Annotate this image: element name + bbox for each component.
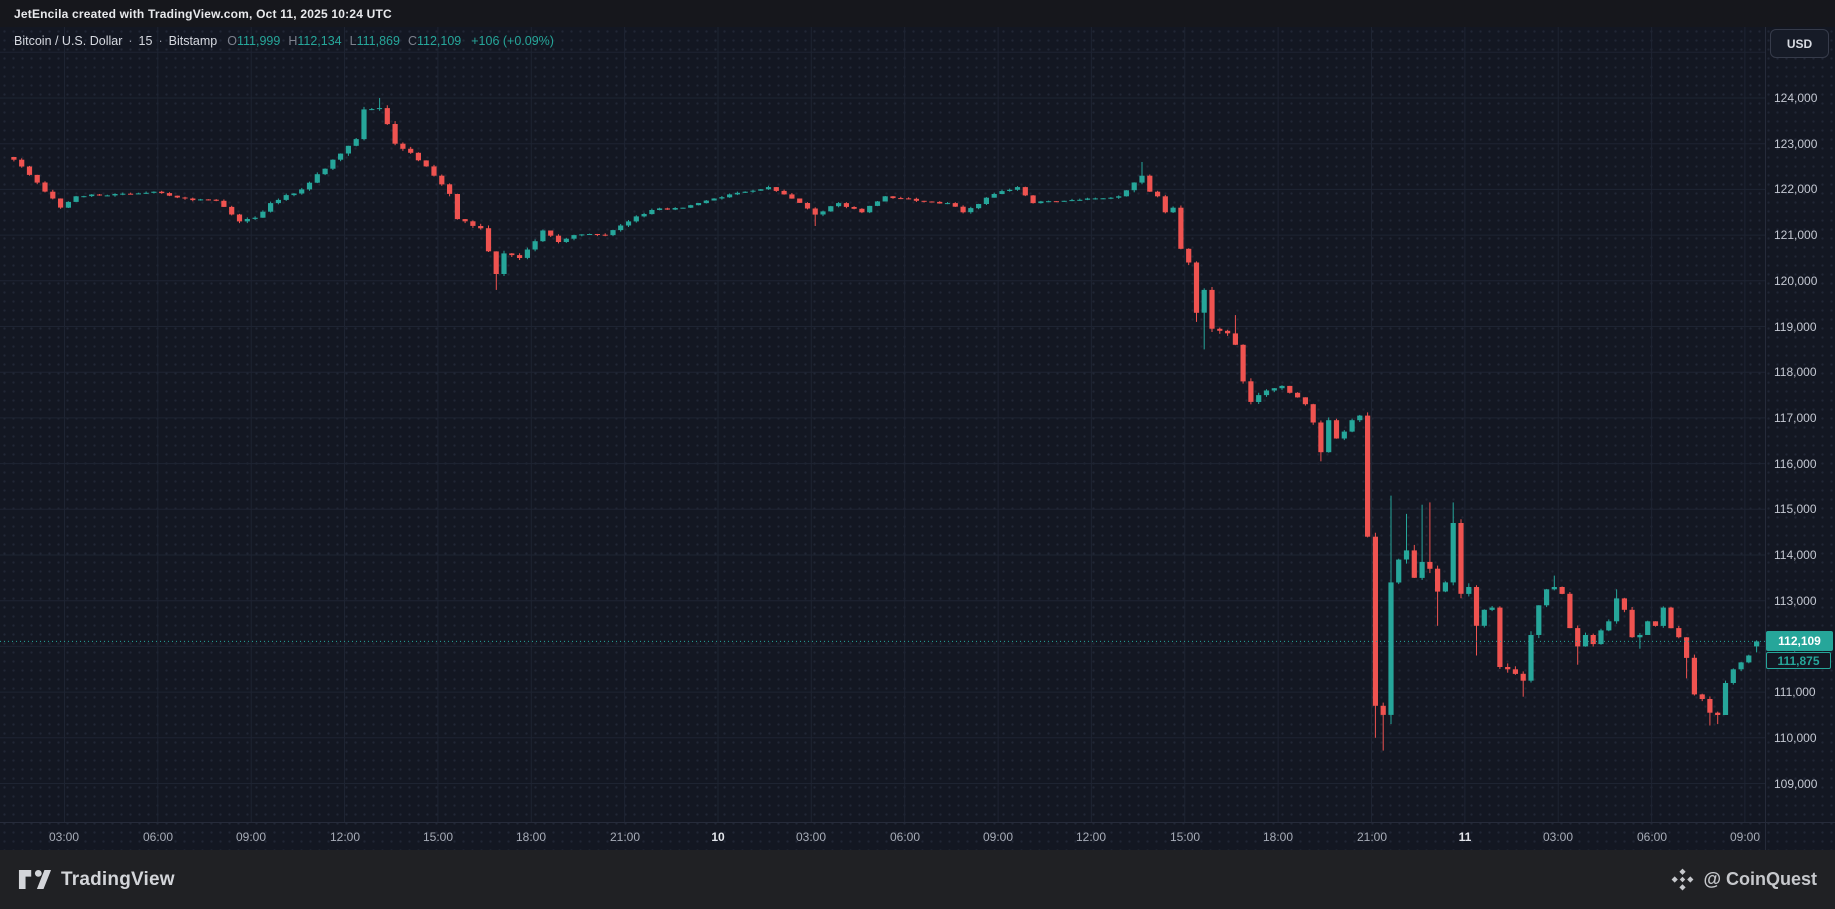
y-axis-tick: 124,000 [1774, 91, 1818, 105]
chart-background-texture [0, 27, 1835, 850]
x-axis-time-tick: 12:00 [1075, 830, 1107, 844]
x-axis-time-tick: 21:00 [609, 830, 641, 844]
ohlc-value: 111,999 [237, 34, 281, 48]
ohlc-item: O111,999 [227, 34, 280, 48]
x-axis-time-tick: 06:00 [889, 830, 921, 844]
snapshot-title: JetEncila created with TradingView.com, … [14, 6, 392, 21]
ohlc-label: H [288, 34, 298, 48]
change-value: +106 (+0.09%) [471, 34, 554, 48]
x-axis-time-tick: 06:00 [142, 830, 174, 844]
x-axis-time-tick: 03:00 [795, 830, 827, 844]
y-axis-tick: 110,000 [1774, 731, 1817, 745]
y-axis-tick: 115,000 [1774, 502, 1817, 516]
y-axis-tick: 111,000 [1774, 685, 1816, 699]
interval-label[interactable]: 15 [138, 34, 153, 48]
x-axis-time-tick: 09:00 [982, 830, 1014, 844]
ohlc-label: L [349, 34, 357, 48]
ohlc-value: 111,869 [356, 34, 400, 48]
footer-bar: TradingView @ CoinQuest [0, 850, 1835, 909]
y-axis-tick: 123,000 [1774, 137, 1818, 151]
x-axis-date-tick: 10 [711, 830, 725, 844]
tradingview-wordmark: TradingView [61, 868, 175, 890]
x-axis-time-tick: 12:00 [329, 830, 361, 844]
x-axis-time-tick: 03:00 [48, 830, 80, 844]
ohlc-label: C [407, 34, 417, 48]
tradingview-brand-link[interactable]: TradingView [18, 869, 175, 891]
x-axis-time-tick: 06:00 [1636, 830, 1668, 844]
y-axis-tick: 121,000 [1774, 228, 1818, 242]
y-axis-tick: 116,000 [1774, 457, 1817, 471]
price-axis[interactable]: 124,000 123,000 122,000 121,000 120,000 119,0… [1765, 27, 1835, 850]
last-price-badge: 112,109 [1766, 631, 1833, 651]
x-axis-time-tick: 21:00 [1356, 830, 1388, 844]
ohlc-value: 112,134 [297, 34, 342, 48]
currency-toggle-button[interactable]: USD [1770, 29, 1829, 58]
y-axis-tick: 119,000 [1774, 320, 1817, 334]
x-axis-time-tick: 18:00 [1262, 830, 1294, 844]
y-axis-tick: 109,000 [1774, 777, 1818, 791]
y-axis-tick: 122,000 [1774, 182, 1818, 196]
x-axis-time-tick: 18:00 [515, 830, 547, 844]
x-axis-time-tick: 09:00 [235, 830, 267, 844]
candles [11, 98, 1760, 751]
tradingview-logo-icon [18, 869, 52, 889]
ohlc-item: H112,134 [288, 34, 341, 48]
secondary-price-badge: 111,875 [1766, 652, 1831, 669]
legend-separator: · [128, 34, 133, 48]
watermark-link[interactable]: @ CoinQuest [1670, 867, 1817, 892]
symbol-name[interactable]: Bitcoin / U.S. Dollar [14, 34, 123, 48]
y-axis-tick: 113,000 [1774, 594, 1817, 608]
grid-lines [0, 27, 1765, 822]
y-axis-tick: 117,000 [1774, 411, 1817, 425]
ohlc-label: O [227, 34, 237, 48]
symbol-legend[interactable]: Bitcoin / U.S. Dollar · 15 · Bitstamp O1… [14, 31, 554, 51]
y-axis-tick: 114,000 [1774, 548, 1817, 562]
watermark-text: @ CoinQuest [1703, 869, 1817, 889]
ohlc-values: O111,999 H112,134 L111,869 C112,109 [227, 34, 469, 48]
x-axis-time-tick: 15:00 [1169, 830, 1201, 844]
x-axis-date-tick: 11 [1458, 830, 1472, 844]
y-axis-tick: 118,000 [1774, 365, 1817, 379]
ohlc-item: L111,869 [350, 34, 400, 48]
title-bar: JetEncila created with TradingView.com, … [0, 0, 1835, 27]
coinquest-diamond-icon [1672, 868, 1694, 891]
exchange-label[interactable]: Bitstamp [168, 34, 218, 48]
x-axis-time-tick: 15:00 [422, 830, 454, 844]
x-axis-time-tick: 09:00 [1729, 830, 1761, 844]
x-axis-time-tick: 03:00 [1542, 830, 1574, 844]
ohlc-value: 112,109 [416, 34, 462, 48]
ohlc-item: C112,109 [408, 34, 461, 48]
time-axis[interactable]: 03:00 06:00 09:00 12:00 15:00 18:00 21:00 10 03:… [0, 822, 1835, 850]
legend-separator: · [158, 34, 163, 48]
y-axis-tick: 120,000 [1774, 274, 1818, 288]
